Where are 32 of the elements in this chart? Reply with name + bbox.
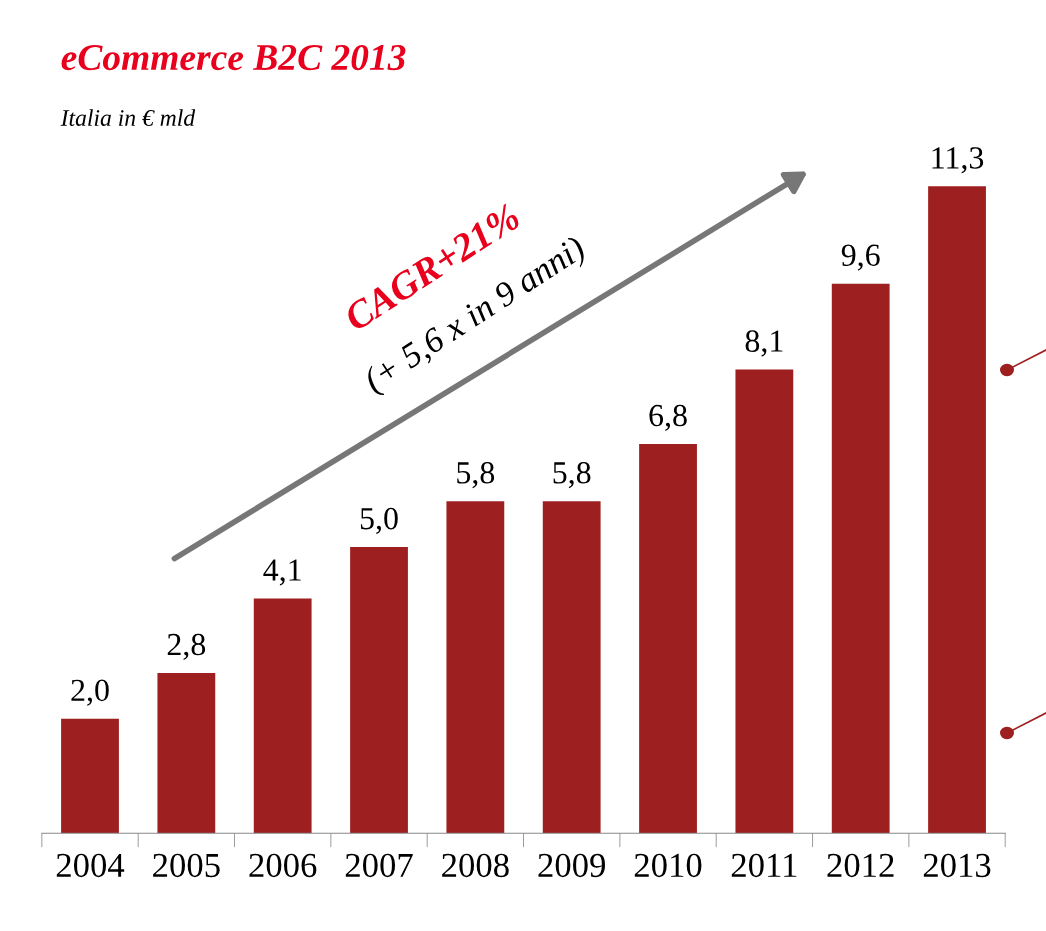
- x-tick-label: 2004: [56, 853, 125, 878]
- x-tick-label: 2007: [345, 853, 413, 878]
- data-label: 2,8: [167, 633, 206, 660]
- data-label: 8,1: [745, 330, 783, 357]
- bar: [831, 283, 890, 834]
- bar: [61, 718, 119, 834]
- bar: [542, 501, 601, 834]
- bar: [735, 369, 794, 834]
- bar: [157, 672, 216, 834]
- bar: [928, 186, 986, 834]
- data-label: 9,6: [841, 244, 880, 271]
- data-label: 5,8: [457, 462, 495, 489]
- data-label: 6,8: [649, 404, 687, 431]
- data-label: 4,1: [263, 559, 301, 586]
- data-label: 2,0: [71, 679, 109, 706]
- bar: [253, 598, 312, 834]
- x-tick-label: 2008: [442, 853, 509, 878]
- x-tick-label: 2009: [538, 853, 605, 878]
- x-tick-label: 2005: [153, 853, 220, 878]
- bar: [350, 546, 408, 834]
- bar: [639, 443, 697, 834]
- x-tick-label: 2010: [634, 853, 702, 878]
- x-tick-label: 2006: [249, 853, 317, 878]
- x-tick-label: 2012: [827, 853, 894, 878]
- x-tick-label: 2013: [923, 853, 991, 878]
- data-label: 5,0: [360, 507, 398, 534]
- chart-subtitle: Italia in € mld: [60, 109, 196, 126]
- data-label: 5,8: [553, 462, 591, 489]
- bar: [446, 501, 505, 834]
- x-tick-label: 2011: [731, 853, 797, 878]
- chart-title: eCommerce B2C 2013: [61, 44, 406, 71]
- data-label: 11,3: [932, 147, 984, 174]
